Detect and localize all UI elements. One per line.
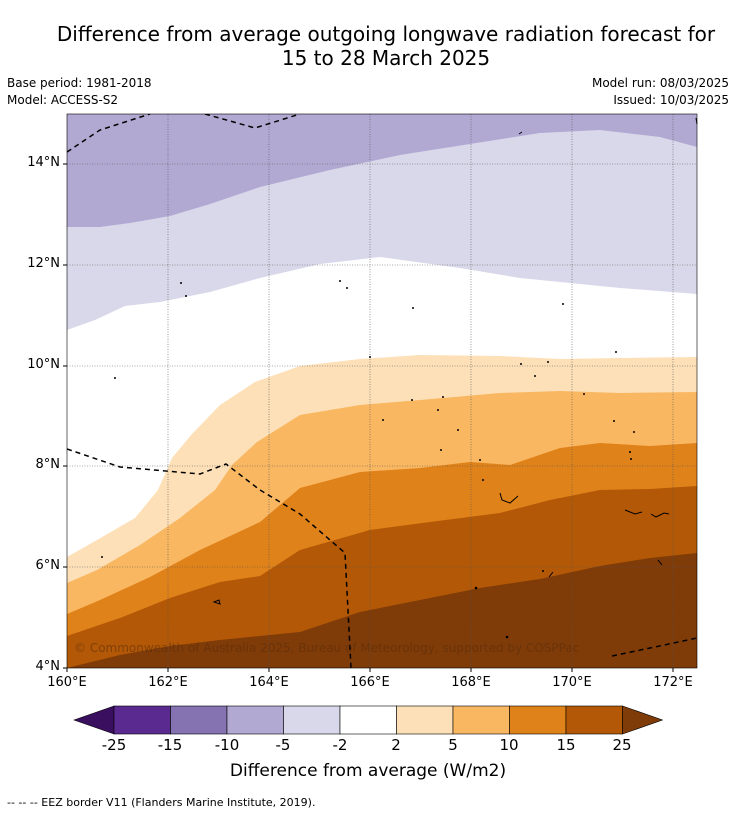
cb-label-15: 15 <box>556 736 576 754</box>
cb-label-minus-25: -25 <box>101 736 127 754</box>
lon-tick-168e: 168°E <box>451 675 491 690</box>
colorbar-title: Difference from average (W/m2) <box>229 761 507 781</box>
title-line-1: Difference from average outgoing longwav… <box>56 22 716 46</box>
base-period: Base period: 1981-2018 <box>7 76 152 90</box>
colorbar-cell <box>170 705 228 735</box>
title-line-2: 15 to 28 March 2025 <box>281 46 491 70</box>
chart-title: Difference from average outgoing longwav… <box>0 22 736 70</box>
lat-tick-4n: 4°N <box>35 659 61 674</box>
eez-legend-note: -- -- -- EEZ border V11 (Flanders Marine… <box>7 796 316 809</box>
lat-tick-8n: 8°N <box>35 457 61 472</box>
meta-left: Base period: 1981-2018 Model: ACCESS-S2 <box>7 75 152 109</box>
lat-tick-6n: 6°N <box>35 558 61 573</box>
colorbar-extend-high <box>622 705 664 735</box>
model-name: Model: ACCESS-S2 <box>7 93 119 107</box>
lon-tick-164e: 164°E <box>249 675 289 690</box>
colorbar-extend-low <box>73 705 115 735</box>
cb-label-2: 2 <box>391 736 401 754</box>
lat-tick-10n: 10°N <box>27 357 60 372</box>
colorbar-cell <box>452 705 510 735</box>
lon-tick-166e: 166°E <box>350 675 390 690</box>
copyright-notice: © Commonwealth of Australia 2025, Bureau… <box>74 641 580 655</box>
islands <box>212 117 698 605</box>
colorbar-cell <box>509 705 567 735</box>
cb-label-minus-2: -2 <box>332 736 348 754</box>
colorbar-cells <box>73 705 664 735</box>
colorbar-cell <box>113 705 171 735</box>
gridlines <box>67 114 697 668</box>
colorbar-cell <box>339 705 397 735</box>
meta-right: Model run: 08/03/2025 Issued: 10/03/2025 <box>592 75 729 109</box>
cb-label-minus-5: -5 <box>275 736 291 754</box>
cb-label-5: 5 <box>448 736 458 754</box>
colorbar-cell <box>226 705 284 735</box>
lon-tick-160e: 160°E <box>47 675 87 690</box>
map-fill-bands <box>67 114 697 668</box>
island-dots <box>101 280 635 639</box>
model-run: Model run: 08/03/2025 <box>591 76 729 90</box>
lat-tick-12n: 12°N <box>27 256 60 271</box>
cb-label-minus-15: -15 <box>157 736 183 754</box>
lon-tick-172e: 172°E <box>653 675 693 690</box>
band-minus-10-to-minus-5 <box>67 114 697 227</box>
lon-tick-162e: 162°E <box>148 675 188 690</box>
colorbar-cell <box>565 705 623 735</box>
cb-label-10: 10 <box>499 736 519 754</box>
issued-date: Issued: 10/03/2025 <box>613 93 729 107</box>
colorbar-cell <box>396 705 454 735</box>
lon-tick-170e: 170°E <box>552 675 592 690</box>
eez-borders <box>67 114 697 668</box>
tick-marks <box>63 163 674 672</box>
colorbar-cell <box>283 705 341 735</box>
lat-tick-14n: 14°N <box>27 155 60 170</box>
cb-label-25: 25 <box>612 736 632 754</box>
band-above-25 <box>67 553 697 668</box>
map-frame <box>66 113 698 669</box>
cb-label-minus-10: -10 <box>214 736 240 754</box>
